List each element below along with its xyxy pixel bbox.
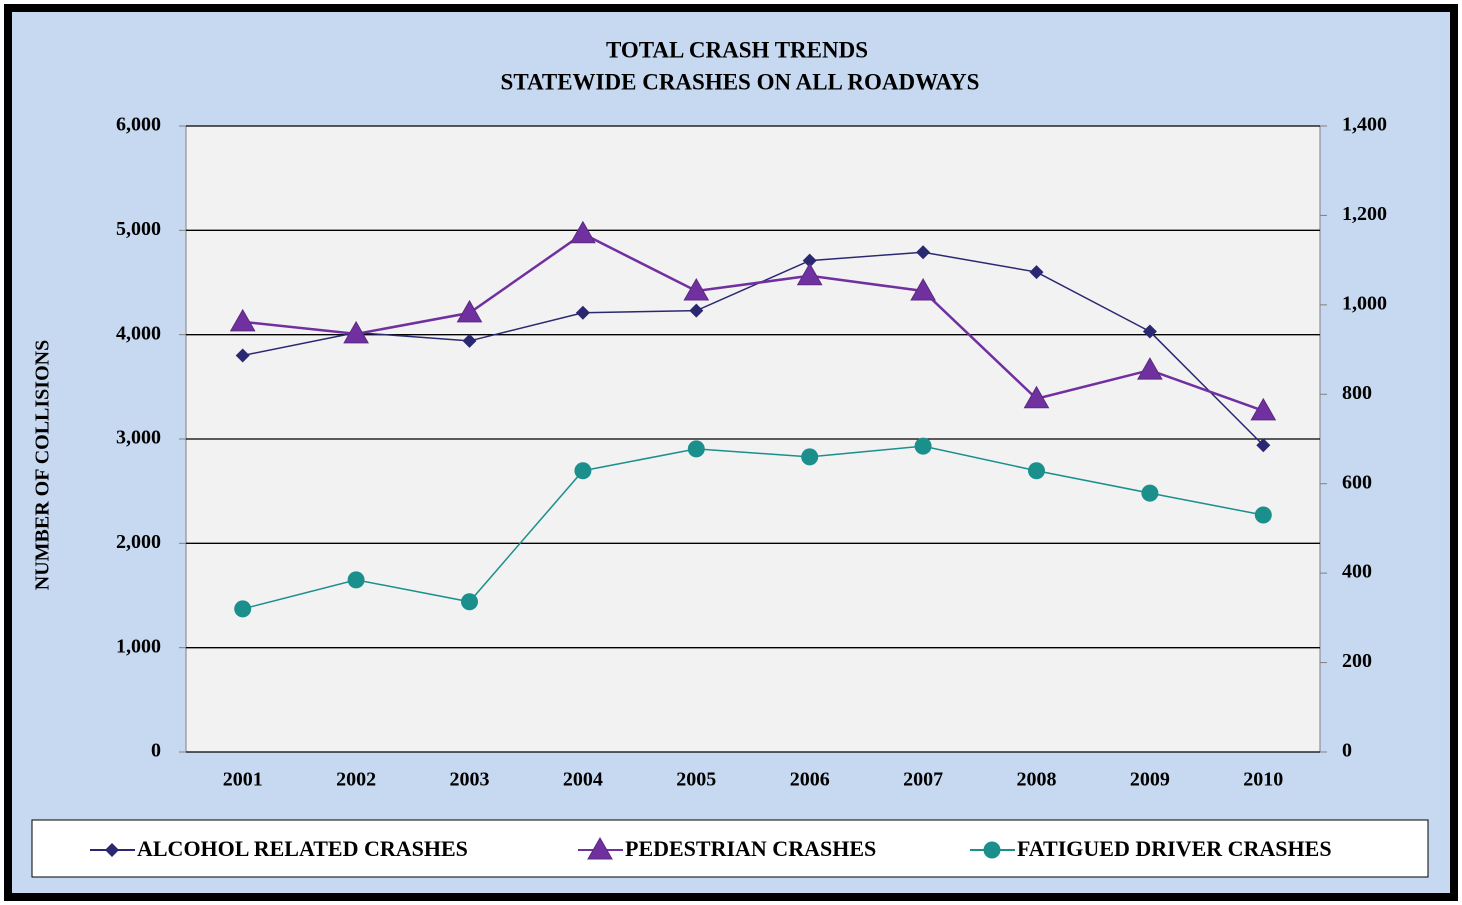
data-point — [1029, 265, 1044, 280]
data-point — [1250, 397, 1277, 421]
y2-tick-label: 400 — [1342, 561, 1372, 583]
data-point — [575, 305, 590, 320]
x-tick-label: 2010 — [1243, 769, 1283, 791]
legend-marker — [983, 841, 1001, 859]
data-point — [461, 593, 478, 611]
x-tick-label: 2001 — [223, 769, 263, 791]
y-tick-label: 1,000 — [116, 635, 161, 657]
y-tick-label: 6,000 — [116, 114, 161, 136]
x-tick-label: 2004 — [563, 769, 603, 791]
data-point — [801, 448, 819, 466]
data-point — [456, 299, 483, 323]
x-tick-label: 2005 — [676, 769, 716, 791]
series-line — [242, 232, 1264, 413]
data-point — [1256, 438, 1271, 453]
series-line — [242, 445, 1264, 610]
y-tick-label: 2,000 — [116, 531, 161, 553]
data-point — [235, 348, 250, 363]
data-point — [916, 245, 931, 260]
x-tick-label: 2006 — [790, 769, 830, 791]
y2-tick-label: 1,000 — [1342, 292, 1387, 314]
chart-subtitle: STATEWIDE CRASHES ON ALL ROADWAYS — [501, 69, 980, 94]
data-point — [914, 437, 932, 455]
y2-tick-label: 0 — [1342, 740, 1352, 762]
x-tick-label: 2008 — [1017, 769, 1057, 791]
x-tick-label: 2003 — [450, 769, 490, 791]
legend-label: FATIGUED DRIVER CRASHES — [1017, 836, 1332, 861]
y-axis-label: NUMBER OF COLLISIONS — [32, 340, 54, 590]
data-point — [910, 277, 936, 301]
legend-marker — [587, 836, 613, 860]
data-point — [347, 571, 365, 589]
data-point — [802, 253, 817, 268]
data-point — [1142, 324, 1157, 339]
y-tick-label: 5,000 — [116, 218, 161, 240]
data-point — [570, 220, 596, 244]
y-tick-label: 3,000 — [116, 427, 161, 449]
data-point — [1028, 462, 1045, 480]
data-point — [796, 262, 823, 286]
legend-label: ALCOHOL RELATED CRASHES — [137, 836, 468, 861]
legend-marker — [105, 843, 119, 857]
x-tick-label: 2009 — [1130, 769, 1170, 791]
legend-box — [31, 819, 1429, 878]
x-tick-label: 2002 — [336, 769, 376, 791]
series-line — [242, 251, 1264, 446]
x-tick-label: 2007 — [903, 769, 943, 791]
data-point — [574, 462, 592, 480]
y2-tick-label: 200 — [1342, 650, 1372, 672]
data-point — [229, 308, 256, 332]
y2-tick-label: 1,200 — [1342, 203, 1387, 225]
data-point — [462, 333, 477, 348]
data-point — [234, 600, 252, 618]
data-point — [343, 320, 369, 344]
data-point — [1023, 385, 1050, 409]
data-point — [689, 303, 704, 318]
y2-tick-label: 600 — [1342, 471, 1372, 493]
legend-label: PEDESTRIAN CRASHES — [625, 836, 876, 861]
data-point — [687, 440, 705, 458]
data-point — [1254, 506, 1272, 524]
y-tick-label: 0 — [151, 740, 161, 762]
data-point — [1137, 357, 1163, 380]
data-point — [1141, 484, 1159, 502]
y-tick-label: 4,000 — [116, 322, 161, 344]
y2-tick-label: 800 — [1342, 382, 1372, 404]
y2-tick-label: 1,400 — [1342, 114, 1387, 136]
chart-title: TOTAL CRASH TRENDS — [606, 37, 868, 62]
data-point — [683, 277, 710, 301]
